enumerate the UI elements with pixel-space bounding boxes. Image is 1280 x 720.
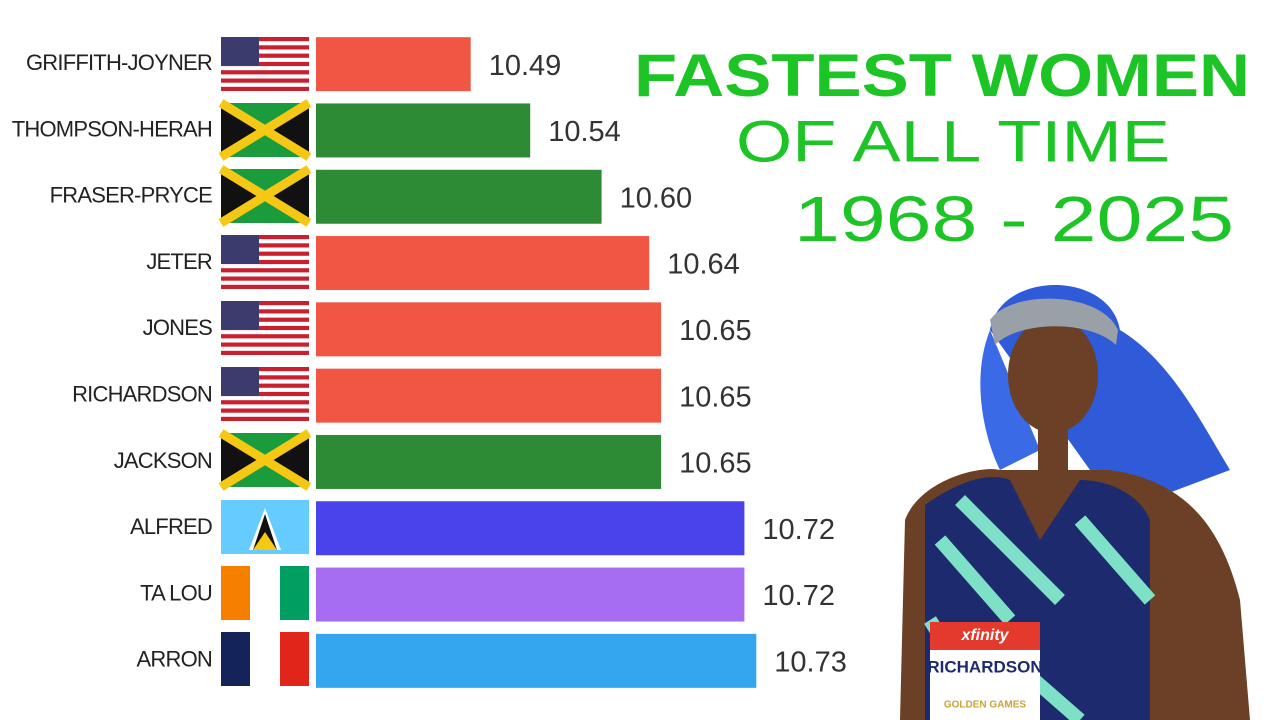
title-line: OF ALL TIME: [736, 109, 1170, 174]
category-label: GRIFFITH-JOYNER: [26, 50, 212, 75]
value-label: 10.72: [762, 580, 835, 612]
title-line: FASTEST WOMEN: [634, 42, 1250, 109]
title-line: 1968 - 2025: [794, 183, 1234, 255]
bar: [316, 302, 662, 357]
value-label: 10.65: [679, 381, 752, 413]
value-label: 10.65: [679, 448, 752, 480]
bib-meet: GOLDEN GAMES: [944, 700, 1027, 711]
bar: [316, 103, 531, 158]
value-label: 10.54: [548, 116, 621, 148]
flags: [221, 37, 309, 686]
category-label: RICHARDSON: [72, 381, 212, 406]
value-label: 10.49: [489, 50, 562, 82]
bib-name: RICHARDSON: [927, 657, 1042, 676]
bar: [316, 169, 602, 224]
bar: [316, 501, 745, 556]
category-label: ARRON: [137, 647, 212, 672]
category-label: ALFRED: [130, 514, 212, 539]
value-label: 10.72: [762, 514, 835, 546]
value-label: 10.65: [679, 315, 752, 347]
athlete-photo: xfinity RICHARDSON GOLDEN GAMES: [900, 285, 1250, 720]
category-label: THOMPSON-HERAH: [12, 116, 212, 141]
category-label: JETER: [146, 249, 212, 274]
category-label: JACKSON: [114, 448, 212, 473]
category-label: TA LOU: [140, 580, 212, 605]
value-label: 10.60: [620, 182, 693, 214]
bib-sponsor: xfinity: [960, 627, 1009, 644]
bar: [316, 37, 471, 92]
category-label: JONES: [143, 315, 212, 340]
bar: [316, 368, 662, 423]
value-label: 10.64: [667, 249, 740, 281]
bar: [316, 633, 757, 688]
category-label: FRASER-PRYCE: [50, 183, 212, 208]
bar: [316, 236, 650, 291]
value-label: 10.73: [774, 647, 847, 679]
bar: [316, 434, 662, 489]
bar: [316, 567, 745, 622]
